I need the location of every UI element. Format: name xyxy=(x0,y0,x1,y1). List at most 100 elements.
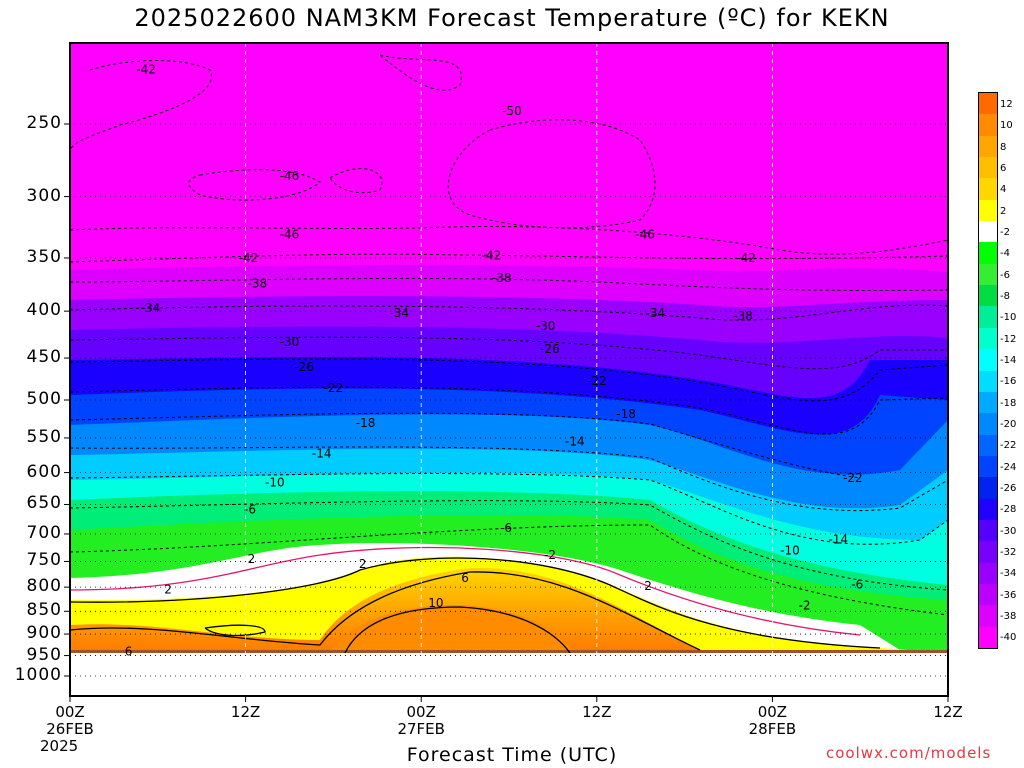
contour-label: -30 xyxy=(280,335,300,349)
y-tick-label: 650 xyxy=(26,493,62,514)
temperature-field xyxy=(70,43,948,653)
colorbar-label: -26 xyxy=(1000,483,1017,495)
colorbar-segment xyxy=(979,455,997,478)
contour-label: -46 xyxy=(280,228,300,242)
contour-label: -22 xyxy=(324,381,344,395)
contour-label: -14 xyxy=(828,533,848,547)
colorbar-label: -38 xyxy=(1000,611,1017,623)
vertical-gridlines xyxy=(245,43,773,696)
colorbar-label: -40 xyxy=(1000,632,1017,644)
contour-label: -38 xyxy=(733,309,753,323)
contour-labels: -42 -50 -46 -46 -46 -42 -42 -42 -38 -38 -38 -34 -34 -… xyxy=(125,62,864,658)
colorbar-segment xyxy=(979,157,997,179)
contour-label: -6 xyxy=(500,521,512,535)
contour-label: -46 xyxy=(280,169,300,183)
x-axis-title: Forecast Time (UTC) xyxy=(406,744,618,766)
contour-label: -6 xyxy=(244,502,256,516)
colorbar-label: 4 xyxy=(1000,184,1007,196)
contour-label: 2 xyxy=(164,583,172,597)
colorbar-label: -16 xyxy=(1000,376,1017,388)
colorbar-segment xyxy=(979,349,997,371)
contour-label: -46 xyxy=(635,228,655,242)
contour-label: 6 xyxy=(461,571,469,585)
colorbar-segment xyxy=(979,583,997,606)
colorbar-segment xyxy=(979,434,997,457)
colorbar-label: 2 xyxy=(1000,205,1007,217)
colorbar-segment xyxy=(979,199,997,222)
contour-label: -14 xyxy=(312,447,332,461)
y-tick-label: 300 xyxy=(26,185,62,206)
x-tick-line-1: 12Z xyxy=(582,703,612,721)
contour-label: -34 xyxy=(389,306,409,320)
y-tick-label: 800 xyxy=(26,576,62,597)
colorbar-label: -10 xyxy=(1000,312,1017,324)
contour-label: -18 xyxy=(616,407,636,421)
colorbar-label: -28 xyxy=(1000,504,1017,516)
y-tick-label: 550 xyxy=(26,426,62,447)
axis-ticks xyxy=(64,123,949,702)
colorbar-label: -2 xyxy=(1000,226,1010,238)
y-tick-label: 400 xyxy=(26,300,62,321)
y-tick-label: 700 xyxy=(26,522,62,543)
colorbar-segment xyxy=(979,306,997,329)
contour-label: -42 xyxy=(736,251,756,265)
colorbar-segment xyxy=(979,135,997,158)
colorbar-label: -12 xyxy=(1000,333,1017,345)
contour-label: -42 xyxy=(239,251,259,265)
contour-label: -2 xyxy=(544,548,556,562)
contour-label: -10 xyxy=(780,544,800,558)
colorbar-label: -20 xyxy=(1000,419,1017,430)
plot-frame xyxy=(69,42,949,697)
y-tick-label: 950 xyxy=(26,644,62,665)
colorbar-segment xyxy=(979,626,997,649)
colorbar-segment xyxy=(979,221,997,243)
x-tick-label: 00Z 28FEB xyxy=(732,704,812,738)
x-tick-line-1: 00Z xyxy=(757,703,788,721)
colorbar xyxy=(978,92,998,649)
contour-label: -38 xyxy=(492,271,512,285)
contour-label: -10 xyxy=(265,475,285,489)
colorbar-label: -24 xyxy=(1000,461,1017,473)
colorbar-label: -6 xyxy=(1000,269,1010,281)
colorbar-label: 6 xyxy=(1000,162,1007,174)
y-tick-label: 500 xyxy=(26,389,62,409)
contour-label: -34 xyxy=(141,301,161,315)
colorbar-segment xyxy=(979,562,997,585)
contour-label: -42 xyxy=(482,249,502,263)
contour-label: -22 xyxy=(587,374,607,388)
contour-label: -2 xyxy=(799,599,811,613)
colorbar-label: 8 xyxy=(1000,141,1007,153)
contour-label: -26 xyxy=(294,360,314,374)
x-tick-label: 12Z xyxy=(206,704,286,721)
colorbar-segment xyxy=(979,519,997,542)
x-tick-line-1: 00Z xyxy=(55,703,85,721)
colorbar-segment xyxy=(979,370,997,393)
y-tick-label: 900 xyxy=(26,623,62,644)
y-tick-label: 1000 xyxy=(14,665,62,685)
colorbar-label: -36 xyxy=(1000,589,1017,601)
x-tick-line-1: 12Z xyxy=(230,703,261,721)
colorbar-label: -30 xyxy=(1000,525,1017,537)
colorbar-label: -18 xyxy=(1000,397,1017,409)
x-tick-line-2: 26FEB xyxy=(46,720,94,738)
colorbar-label: -8 xyxy=(1000,290,1010,302)
x-tick-label: 12Z xyxy=(908,704,988,721)
x-tick-line-1: 00Z xyxy=(406,703,436,721)
colorbar-segment xyxy=(979,93,997,115)
colorbar-segment xyxy=(979,391,997,414)
contour-label: -22 xyxy=(843,471,863,485)
contour-label: -14 xyxy=(565,435,585,449)
x-tick-label: 00Z 27FEB xyxy=(381,704,461,738)
x-tick-line-2: 27FEB xyxy=(397,720,445,738)
contour-label: -18 xyxy=(356,416,376,430)
contour-label: -50 xyxy=(502,104,522,118)
colorbar-segment xyxy=(979,242,997,265)
contour-label: 2 xyxy=(644,579,652,593)
colorbar-label: -14 xyxy=(1000,354,1017,366)
x-tick-label: 12Z xyxy=(557,704,637,721)
x-tick-line-2: 28FEB xyxy=(748,720,797,738)
x-tick-line-1: 12Z xyxy=(933,703,963,721)
x-tick-line-3: 2025 xyxy=(40,737,79,755)
colorbar-segment xyxy=(979,263,997,286)
